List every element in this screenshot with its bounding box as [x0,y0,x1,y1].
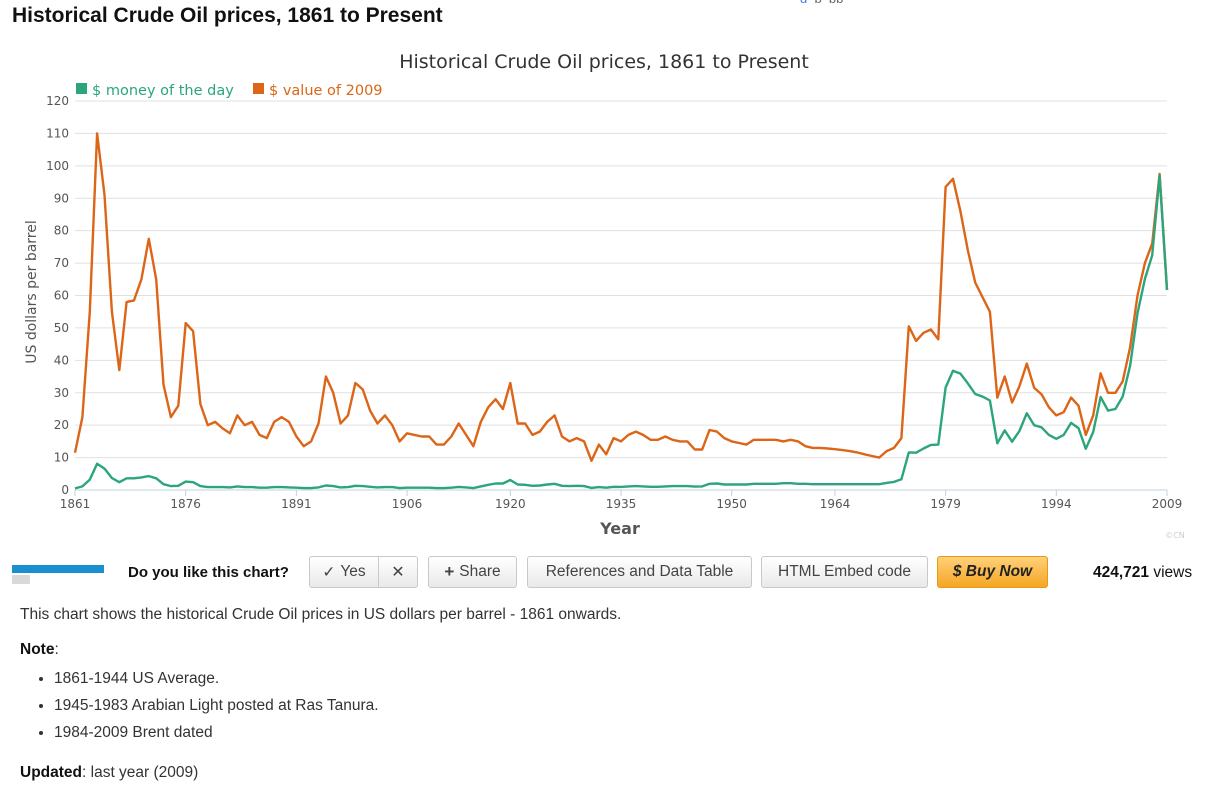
note-heading: Note: [20,641,59,658]
yes-button[interactable]: ✓ Yes [309,556,379,588]
y-tick-label: 90 [54,191,69,205]
x-tick-label: 1994 [1041,497,1072,511]
x-tick-label: 1906 [392,497,423,511]
x-tick-label: 2009 [1152,497,1183,511]
y-tick-label: 60 [54,289,69,303]
legend-label-money-of-day[interactable]: $ money of the day [92,83,234,99]
legend-swatch-value-2009 [253,83,264,94]
y-tick-label: 30 [54,386,69,400]
x-tick-label: 1935 [606,497,637,511]
chart-title: Historical Crude Oil prices, 1861 to Pre… [399,51,809,73]
yes-label: Yes [340,563,366,580]
no-button[interactable]: ✕ [378,556,418,588]
y-tick-label: 0 [61,483,69,497]
x-tick-labels: 1861 1876 1891 1906 1920 1935 1950 1964 1979 1994… [60,497,1183,511]
cropped-top-text: g p pp [800,0,843,3]
note-item: 1861-1944 US Average. [54,665,379,692]
views-label: views [1153,564,1193,581]
updated-label: Updated [20,764,82,781]
y-tick-label: 70 [54,256,69,270]
y-tick-label: 80 [54,224,69,238]
legend-swatch-money-of-day [76,83,87,94]
note-item: 1945-1983 Arabian Light posted at Ras Ta… [54,692,379,719]
views-counter: 424,721 views [1093,564,1192,582]
embed-code-button[interactable]: HTML Embed code [761,556,928,588]
references-button[interactable]: References and Data Table [527,556,752,588]
x-tick-label: 1979 [930,497,961,511]
note-item: 1984-2009 Brent dated [54,719,379,746]
page-title: Historical Crude Oil prices, 1861 to Pre… [12,4,443,27]
y-tick-label: 40 [54,353,69,367]
y-tick-label: 20 [54,418,69,432]
x-axis-label: Year [599,519,640,538]
y-tick-label: 120 [46,94,69,108]
rating-bar-empty [12,575,30,584]
share-button[interactable]: + Share [428,556,517,588]
y-tick-label: 100 [46,159,69,173]
x-tick-label: 1920 [495,497,526,511]
x-tick-label: 1950 [716,497,747,511]
updated-value: last year (2009) [90,764,199,781]
close-icon: ✕ [391,564,405,581]
updated-line: Updated: last year (2009) [20,764,199,781]
grid-lines [74,100,1168,496]
series-line-0[interactable] [74,174,1169,490]
legend[interactable]: $ money of the day $ value of 2009 [76,83,383,99]
x-tick-label: 1876 [170,497,201,511]
views-count: 424,721 [1093,564,1150,581]
check-icon: ✓ [322,563,336,581]
rating-bar [12,565,104,573]
buy-now-button[interactable]: $ Buy Now [937,556,1048,588]
share-label: Share [459,563,501,580]
series-lines [73,132,1169,490]
chart-credit: ©CN [1165,531,1185,540]
x-tick-label: 1861 [60,497,91,511]
y-tick-labels: 0 10 20 30 40 50 60 70 80 90 100 110 120 [46,94,69,497]
legend-label-value-2009[interactable]: $ value of 2009 [269,83,383,99]
chart-toolbar: Do you like this chart? ✓ Yes ✕ + Share Re… [0,556,1210,590]
y-tick-label: 110 [46,126,69,140]
chart-description: This chart shows the historical Crude Oi… [20,606,622,623]
y-tick-label: 10 [54,451,69,465]
y-tick-label: 50 [54,321,69,335]
y-axis-label: US dollars per barrel [24,220,40,364]
plus-icon: + [444,562,455,581]
notes-list: 1861-1944 US Average. 1945-1983 Arabian … [16,665,379,746]
series-line-1[interactable] [73,132,1169,462]
x-tick-label: 1964 [820,497,851,511]
x-tick-label: 1891 [281,497,312,511]
oil-price-chart: 0 10 20 30 40 50 60 70 80 90 100 110 120 1861 1876 189… [24,51,1185,540]
like-question: Do you like this chart? [128,564,289,581]
